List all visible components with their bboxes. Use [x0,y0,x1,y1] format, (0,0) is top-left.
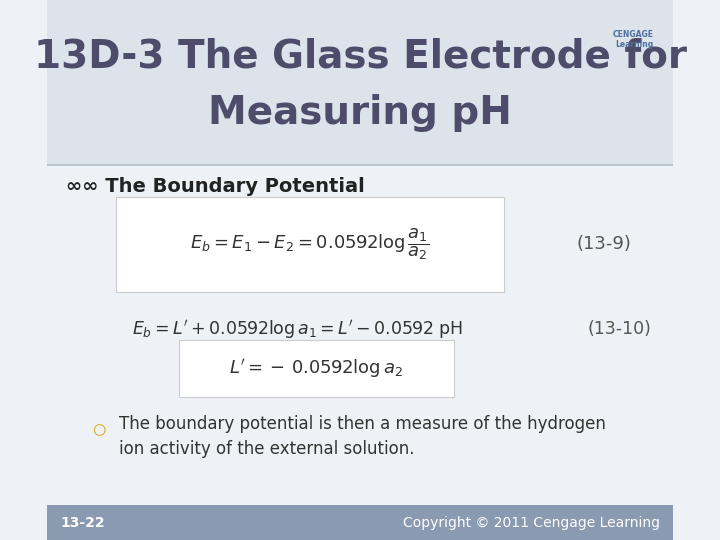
FancyBboxPatch shape [179,340,454,397]
Text: ion activity of the external solution.: ion activity of the external solution. [120,440,415,458]
Text: $E_b = E_1 - E_2 = 0.0592 \log \dfrac{a_1}{a_2}$: $E_b = E_1 - E_2 = 0.0592 \log \dfrac{a_… [190,226,430,262]
Text: Measuring pH: Measuring pH [208,94,512,132]
Text: Copyright © 2011 Cengage Learning: Copyright © 2011 Cengage Learning [403,516,660,530]
Text: ○: ○ [92,422,105,437]
Text: (13-9): (13-9) [576,235,631,253]
Text: (13-10): (13-10) [588,320,652,339]
Text: The boundary potential is then a measure of the hydrogen: The boundary potential is then a measure… [120,415,606,433]
Text: 13-22: 13-22 [60,516,104,530]
FancyBboxPatch shape [48,505,672,540]
FancyBboxPatch shape [116,197,504,292]
Text: 13D-3 The Glass Electrode for: 13D-3 The Glass Electrode for [34,38,686,76]
Text: $L' = -\,0.0592 \log a_2$: $L' = -\,0.0592 \log a_2$ [229,357,403,380]
FancyBboxPatch shape [48,0,672,165]
Text: ∞∞ The Boundary Potential: ∞∞ The Boundary Potential [66,177,365,196]
Text: $E_b = L' + 0.0592 \log a_1 = L' - 0.0592\ \mathrm{pH}$: $E_b = L' + 0.0592 \log a_1 = L' - 0.059… [132,318,463,341]
Text: CENGAGE
Learning: CENGAGE Learning [613,30,654,49]
